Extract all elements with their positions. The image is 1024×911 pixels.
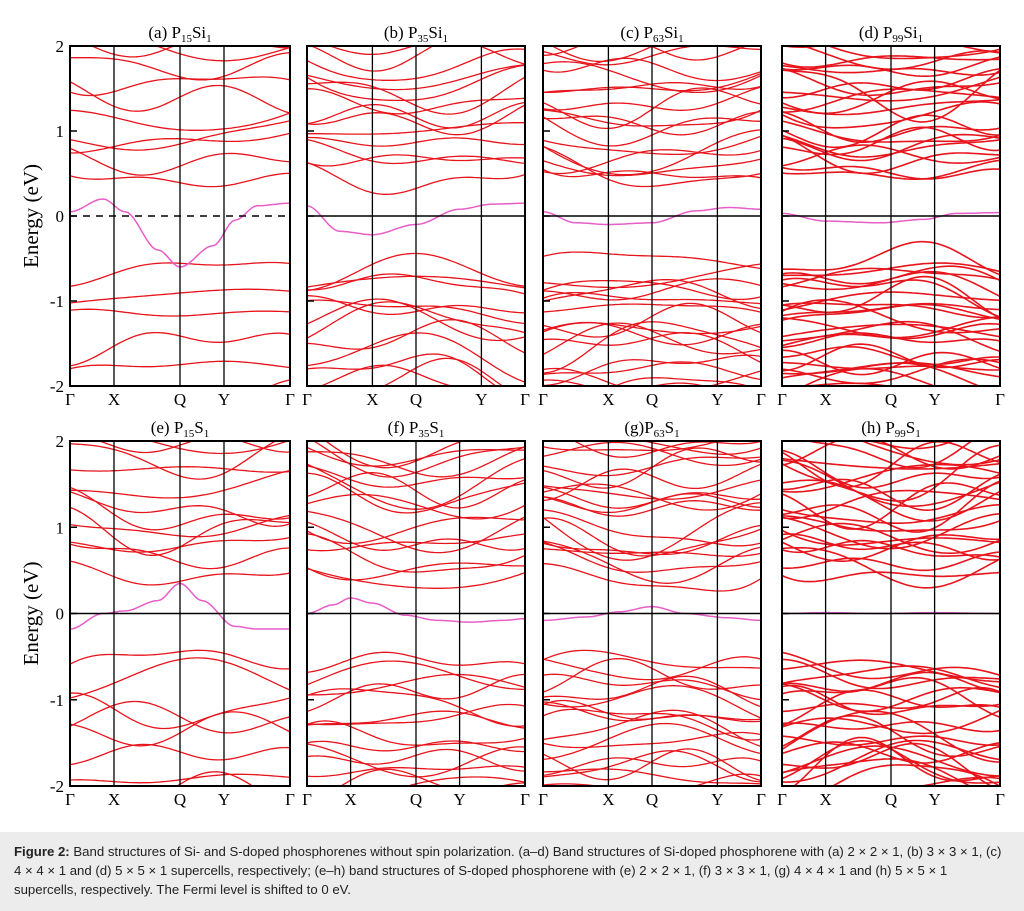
x-tick-label: Γ — [520, 790, 530, 809]
x-tick-label: X — [108, 390, 120, 409]
y-tick-label: 2 — [56, 432, 65, 451]
x-tick-label: Y — [475, 390, 487, 409]
x-tick-label: Γ — [285, 390, 295, 409]
y-tick-label: 0 — [56, 207, 65, 226]
x-tick-label: Q — [885, 790, 897, 809]
y-tick-label: -2 — [50, 777, 64, 796]
y-axis-label: Energy (eV) — [19, 164, 43, 268]
panel-title: (g)P63S1 — [624, 418, 679, 440]
y-tick-label: -1 — [50, 292, 64, 311]
panel-g: Γ X Q Y Γ (g)P63S1 — [538, 418, 766, 809]
panel-title: (c) P63Si1 — [620, 23, 683, 45]
x-tick-label: Q — [885, 390, 897, 409]
x-tick-label: Γ — [65, 390, 75, 409]
x-tick-label: Γ — [756, 390, 766, 409]
x-tick-label: X — [344, 790, 356, 809]
y-tick-label: 2 — [56, 37, 65, 56]
x-tick-label: X — [602, 790, 614, 809]
x-tick-label: Γ — [995, 390, 1005, 409]
panel-title: (f) P35S1 — [388, 418, 445, 440]
x-tick-label: Q — [410, 790, 422, 809]
panel-d: Γ X Q Y Γ (d) P99Si1 — [777, 23, 1005, 409]
x-tick-label: Y — [928, 390, 940, 409]
x-tick-label: Γ — [302, 790, 312, 809]
panel-title: (h) P99S1 — [861, 418, 921, 440]
x-tick-label: Γ — [285, 790, 295, 809]
band-line — [543, 783, 602, 786]
x-tick-label: X — [108, 790, 120, 809]
panel-h: Γ X Q Y Γ (h) P99S1 — [777, 418, 1005, 809]
y-tick-label: 0 — [56, 605, 65, 624]
panel-b: Γ X Q Y Γ (b) P35Si1 — [302, 23, 530, 409]
x-tick-label: Γ — [777, 790, 787, 809]
y-axis-label: Energy (eV) — [19, 562, 43, 666]
x-tick-label: Γ — [538, 390, 548, 409]
x-tick-label: Y — [218, 390, 230, 409]
x-tick-label: X — [819, 790, 831, 809]
x-tick-label: Y — [711, 390, 723, 409]
band-line — [693, 773, 761, 786]
x-tick-label: Γ — [777, 390, 787, 409]
x-tick-label: X — [602, 390, 614, 409]
band-line — [916, 776, 1000, 786]
band-line — [543, 379, 706, 386]
x-tick-label: X — [819, 390, 831, 409]
x-tick-label: Γ — [520, 390, 530, 409]
x-tick-label: Q — [174, 790, 186, 809]
panel-f: Γ X Q Y Γ (f) P35S1 — [302, 418, 530, 809]
y-tick-label: 1 — [56, 518, 65, 537]
x-tick-label: Q — [410, 390, 422, 409]
x-tick-label: Γ — [65, 790, 75, 809]
caption-text: Band structures of Si- and S-doped phosp… — [14, 844, 1002, 897]
band-line — [327, 46, 525, 65]
panel-title: (e) P15S1 — [151, 418, 210, 440]
x-tick-label: Γ — [756, 790, 766, 809]
x-tick-label: X — [366, 390, 378, 409]
x-tick-label: Y — [453, 790, 465, 809]
band-line — [90, 46, 290, 58]
y-tick-label: -2 — [50, 377, 64, 396]
y-tick-label: 1 — [56, 122, 65, 141]
x-tick-label: Y — [218, 790, 230, 809]
y-tick-label: -1 — [50, 691, 64, 710]
panel-c: Γ X Q Y Γ (c) P63Si1 — [538, 23, 766, 409]
figure-caption: Figure 2: Band structures of Si- and S-d… — [0, 832, 1024, 911]
x-tick-label: Q — [174, 390, 186, 409]
panel-title: (d) P99Si1 — [859, 23, 923, 45]
x-tick-label: Y — [711, 790, 723, 809]
x-tick-label: Γ — [995, 790, 1005, 809]
x-tick-label: Y — [928, 790, 940, 809]
panel-title: (b) P35Si1 — [384, 23, 448, 45]
caption-lead: Figure 2: — [14, 844, 70, 859]
x-tick-label: Γ — [538, 790, 548, 809]
x-tick-label: Q — [646, 390, 658, 409]
x-tick-label: Γ — [302, 390, 312, 409]
panel-title: (a) P15Si1 — [148, 23, 211, 45]
x-tick-label: Q — [646, 790, 658, 809]
